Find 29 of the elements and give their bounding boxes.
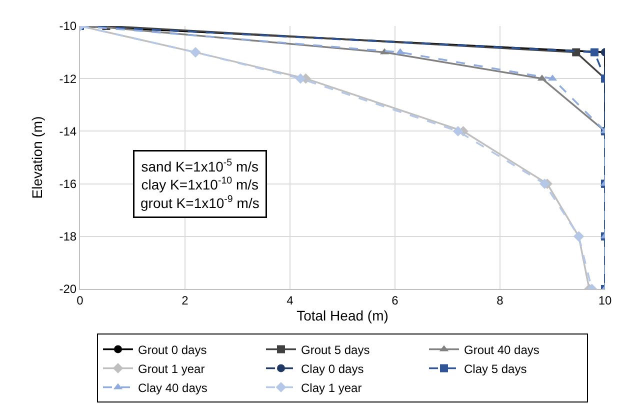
y-tick-label: -14 (59, 124, 77, 138)
y-tick-label: -20 (59, 282, 77, 296)
x-tick-label: 0 (76, 293, 84, 308)
x-tick-label: 2 (182, 293, 189, 308)
x-tick-label: 4 (286, 293, 294, 308)
legend-label: Grout 5 days (301, 342, 370, 357)
x-tick-label: 10 (598, 293, 612, 308)
legend-label: Clay 0 days (301, 362, 364, 376)
annotation: sand K=1x10$^{-5}$ m/s (141, 158, 259, 174)
annotation: clay K=1x10$^{-10}$ m/s (141, 176, 259, 193)
legend-label: Clay 5 days (464, 362, 527, 376)
x-axis-title: Total Head (m) (296, 308, 388, 324)
legend-label: Grout 0 days (138, 342, 207, 357)
y-tick-label: -10 (59, 19, 77, 34)
y-tick-label: -12 (59, 72, 77, 86)
legend-label: Grout 40 days (464, 342, 540, 357)
y-tick-label: -16 (59, 177, 77, 191)
legend-label: Clay 40 days (138, 380, 208, 395)
legend-label: Grout 1 year (138, 362, 205, 376)
annotation: grout K=1x10$^{-9}$ m/s (140, 194, 260, 211)
point (539, 178, 550, 189)
point (572, 48, 580, 56)
x-tick-label: 6 (392, 293, 399, 308)
legend-label: Clay 1 year (301, 380, 362, 395)
y-axis-title: Elevation (m) (29, 116, 45, 199)
point (452, 126, 464, 136)
y-tick-label: -18 (59, 230, 77, 244)
x-tick-label: 8 (496, 293, 504, 308)
point (295, 73, 306, 84)
